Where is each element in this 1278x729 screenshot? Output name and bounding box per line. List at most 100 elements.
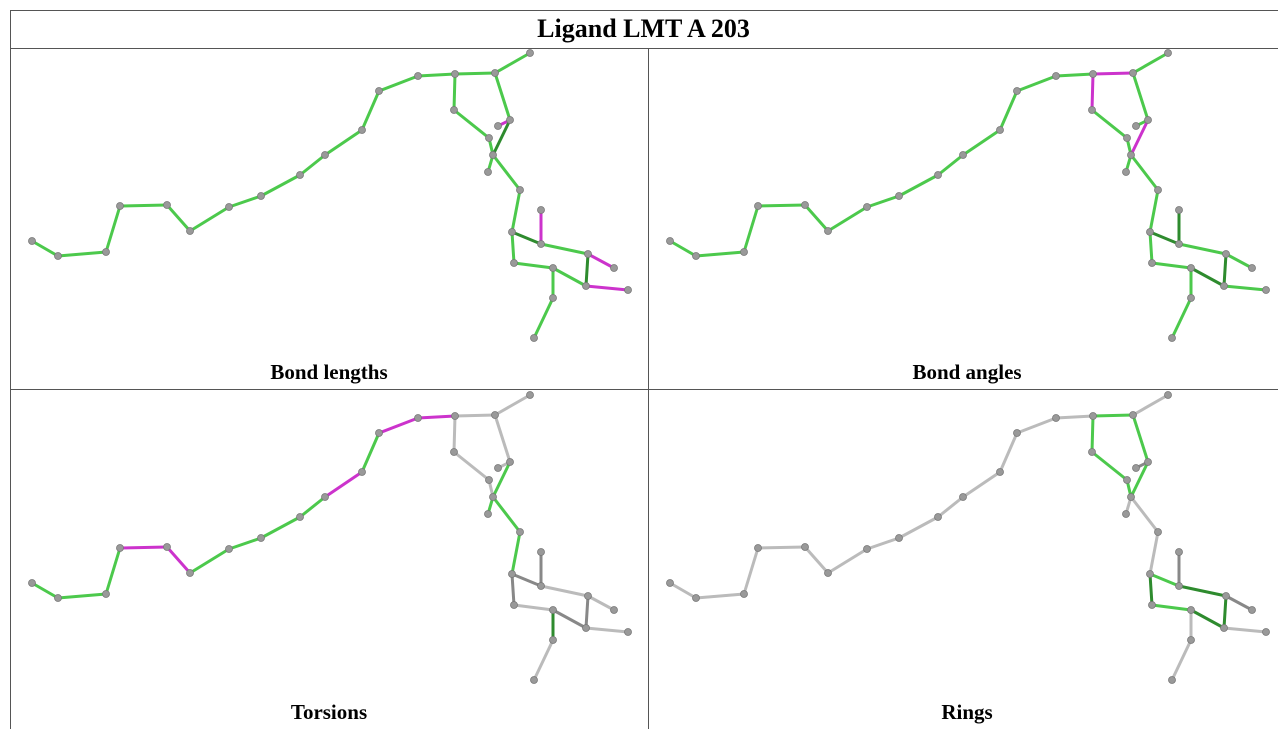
bond — [1129, 153, 1160, 192]
bond — [803, 545, 830, 575]
atom — [610, 606, 618, 614]
atom — [516, 186, 524, 194]
bond — [1224, 594, 1254, 612]
atom — [863, 203, 871, 211]
bond — [1170, 638, 1193, 682]
atom — [1132, 122, 1140, 130]
caption: Bond angles — [912, 360, 1022, 384]
atom — [959, 151, 967, 159]
atom — [257, 534, 265, 542]
atom — [692, 594, 700, 602]
atom — [102, 590, 110, 598]
atom — [257, 192, 265, 200]
bond — [1170, 296, 1193, 340]
atom — [895, 192, 903, 200]
atom — [1175, 240, 1183, 248]
atom — [1187, 264, 1195, 272]
bond — [510, 530, 522, 576]
bond — [668, 239, 698, 258]
bond — [1189, 266, 1226, 288]
bond — [510, 572, 543, 588]
molecule — [28, 391, 632, 684]
atom — [489, 493, 497, 501]
atom — [582, 624, 590, 632]
bond — [1177, 242, 1228, 256]
atom — [450, 448, 458, 456]
bond — [510, 572, 516, 607]
bond — [30, 581, 60, 600]
bond — [259, 173, 302, 198]
atom — [537, 582, 545, 590]
atom — [321, 151, 329, 159]
atom — [1168, 334, 1176, 342]
bond — [377, 416, 420, 435]
bond — [416, 414, 457, 420]
bond — [1129, 460, 1150, 499]
bond — [897, 515, 940, 540]
table-borders — [10, 10, 1278, 729]
molecule — [666, 391, 1270, 684]
bond — [493, 71, 512, 122]
bond — [1148, 572, 1181, 588]
atom — [510, 601, 518, 609]
bond — [694, 592, 746, 600]
atom — [666, 579, 674, 587]
bond — [1222, 252, 1228, 288]
atom — [358, 468, 366, 476]
bond — [1131, 413, 1150, 464]
atom — [494, 122, 502, 130]
bond — [1222, 626, 1268, 634]
bond — [118, 545, 169, 550]
atom — [414, 72, 422, 80]
bond — [584, 284, 630, 292]
caption: Bond lengths — [270, 360, 388, 384]
bond — [493, 393, 532, 417]
atom — [754, 544, 762, 552]
atom — [996, 468, 1004, 476]
atom — [1148, 601, 1156, 609]
atom — [1122, 510, 1130, 518]
bond — [1222, 594, 1228, 630]
atom — [1220, 282, 1228, 290]
atom — [1222, 592, 1230, 600]
bond — [510, 230, 516, 265]
bond — [586, 252, 616, 270]
atom — [516, 528, 524, 536]
atom — [526, 391, 534, 399]
bond — [1090, 414, 1095, 454]
atom — [54, 252, 62, 260]
atom — [1175, 548, 1183, 556]
bond — [1091, 413, 1135, 418]
bond — [1131, 71, 1150, 122]
atom — [1123, 134, 1131, 142]
atom — [740, 248, 748, 256]
atom — [610, 264, 618, 272]
bond — [452, 108, 491, 140]
bond — [532, 638, 555, 682]
bond — [1090, 108, 1129, 140]
atom — [375, 87, 383, 95]
bond — [1222, 284, 1268, 292]
bond — [1054, 72, 1095, 78]
bond — [584, 252, 590, 288]
bond — [539, 242, 590, 256]
atom — [526, 49, 534, 57]
atom — [116, 544, 124, 552]
bond — [491, 153, 522, 192]
atom — [510, 259, 518, 267]
bond — [936, 153, 965, 177]
bond — [1150, 603, 1193, 612]
atom — [1013, 87, 1021, 95]
atom — [1187, 636, 1195, 644]
atom — [537, 548, 545, 556]
bond — [188, 205, 231, 233]
atom — [1248, 264, 1256, 272]
atom — [624, 628, 632, 636]
atom — [549, 606, 557, 614]
bond — [452, 450, 491, 482]
atom — [225, 545, 233, 553]
bond — [452, 72, 457, 112]
atom — [934, 513, 942, 521]
atom — [1146, 570, 1154, 578]
